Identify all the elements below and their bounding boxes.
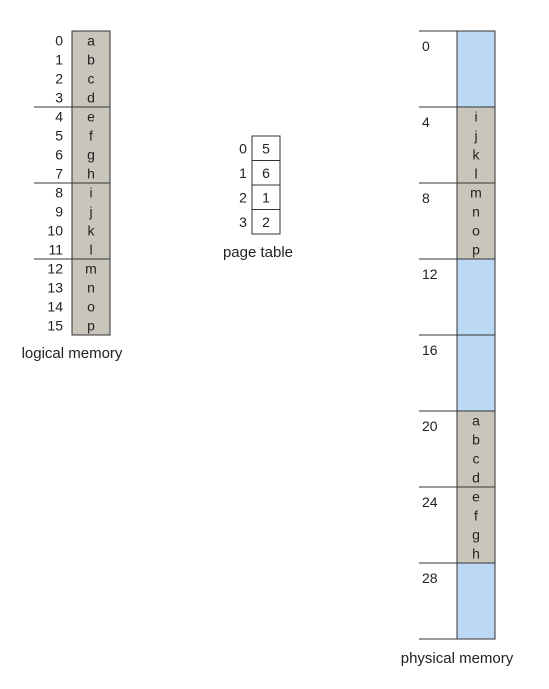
- logical-memory: 0 a 1 b 2 c 3 d 4 e 5 f 6 g 7 h 8 i 9 j 10 k 11 l 12 m 13 n 14 o 15 p: [34, 30, 111, 336]
- physical-frame-used: [456, 410, 496, 488]
- logical-address: 11: [48, 242, 63, 258]
- physical-byte: i: [474, 109, 477, 125]
- logical-byte: d: [87, 90, 95, 106]
- physical-address: 4: [422, 114, 430, 130]
- physical-byte: m: [470, 185, 482, 201]
- physical-byte: h: [472, 546, 480, 562]
- page-number: 0: [239, 140, 247, 156]
- physical-frame-used: [456, 182, 496, 260]
- physical-frame-free: [456, 30, 496, 108]
- physical-address: 0: [422, 38, 430, 54]
- physical-byte: l: [474, 166, 477, 182]
- logical-byte: j: [88, 204, 92, 220]
- logical-byte: a: [87, 33, 95, 49]
- logical-address: 15: [47, 318, 63, 334]
- frame-number: 1: [262, 189, 270, 205]
- physical-address: 12: [422, 266, 438, 282]
- logical-address: 0: [55, 33, 63, 49]
- physical-byte: b: [472, 432, 480, 448]
- physical-byte: j: [473, 128, 477, 144]
- physical-address: 28: [422, 570, 438, 586]
- logical-address: 7: [55, 166, 63, 182]
- logical-byte: i: [89, 185, 92, 201]
- logical-byte: e: [87, 109, 95, 125]
- physical-byte: p: [472, 242, 480, 258]
- logical-byte: l: [89, 242, 92, 258]
- logical-byte: n: [87, 280, 95, 296]
- physical-memory-label: physical memory: [401, 650, 514, 667]
- logical-byte: k: [88, 223, 96, 239]
- physical-frame-free: [456, 334, 496, 412]
- logical-byte: p: [87, 318, 95, 334]
- logical-address: 5: [55, 128, 63, 144]
- page-table-label: page table: [223, 244, 293, 261]
- page-number: 2: [239, 189, 247, 205]
- logical-address: 4: [55, 109, 63, 125]
- physical-frame-used: [456, 106, 496, 184]
- physical-byte: c: [473, 451, 480, 467]
- logical-address: 13: [47, 280, 63, 296]
- logical-address: 9: [55, 204, 63, 220]
- logical-byte: c: [88, 71, 95, 87]
- physical-byte: g: [472, 527, 480, 543]
- logical-byte: g: [87, 147, 95, 163]
- frame-number: 6: [262, 165, 270, 181]
- physical-byte: f: [474, 508, 478, 524]
- logical-memory-label: logical memory: [22, 345, 123, 362]
- logical-address: 8: [55, 185, 63, 201]
- logical-byte: f: [89, 128, 93, 144]
- logical-byte: h: [87, 166, 95, 182]
- logical-address: 14: [47, 299, 63, 315]
- page-number: 1: [239, 165, 247, 181]
- logical-address: 2: [55, 71, 63, 87]
- frame-number: 5: [262, 140, 270, 156]
- physical-address: 20: [422, 418, 438, 434]
- frame-number: 2: [262, 214, 270, 230]
- logical-byte: o: [87, 299, 95, 315]
- physical-byte: e: [472, 489, 480, 505]
- logical-address: 3: [55, 90, 63, 106]
- logical-byte: b: [87, 52, 95, 68]
- logical-address: 1: [55, 52, 63, 68]
- page-table: 0 51 62 13 2: [239, 135, 281, 235]
- physical-byte: d: [472, 470, 480, 486]
- physical-byte: k: [473, 147, 481, 163]
- physical-byte: n: [472, 204, 480, 220]
- physical-address: 16: [422, 342, 438, 358]
- logical-address: 6: [55, 147, 63, 163]
- physical-address: 8: [422, 190, 430, 206]
- physical-address: 24: [422, 494, 438, 510]
- logical-address: 12: [47, 261, 63, 277]
- physical-frame-free: [456, 562, 496, 640]
- page-number: 3: [239, 214, 247, 230]
- logical-address: 10: [47, 223, 63, 239]
- physical-byte: a: [472, 413, 480, 429]
- logical-byte: m: [85, 261, 97, 277]
- physical-frame-free: [456, 258, 496, 336]
- physical-byte: o: [472, 223, 480, 239]
